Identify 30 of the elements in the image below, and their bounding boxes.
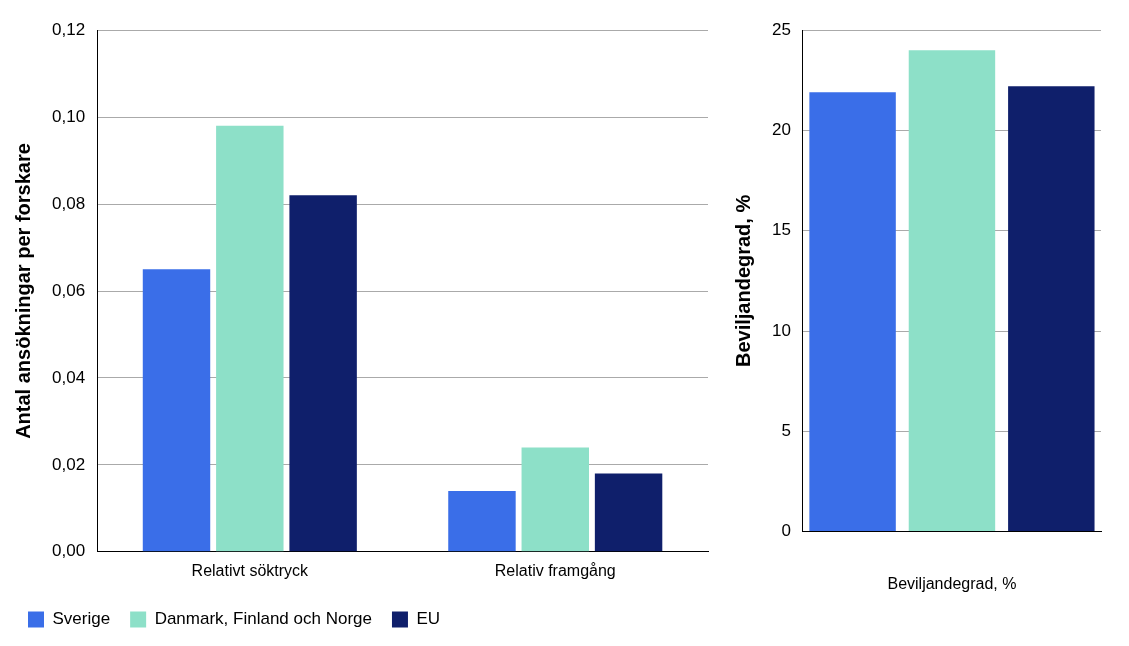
y-tick-label: 0,02 — [51, 454, 86, 474]
y-axis-title: Antal ansökningar per forskare — [11, 143, 34, 439]
y-tick-label: 15 — [771, 220, 791, 240]
y-tick-label: 10 — [771, 320, 791, 340]
legend-label: Danmark, Finland och Norge — [154, 609, 372, 629]
y-tick-label: 20 — [771, 120, 791, 140]
bar — [448, 490, 516, 552]
bar — [216, 125, 284, 552]
x-tick-label: Relativt söktryck — [191, 561, 310, 579]
legend-label: Sverige — [52, 609, 111, 629]
bar — [1008, 86, 1095, 532]
bar — [521, 447, 589, 552]
bar — [594, 473, 663, 552]
y-tick-label: 0,10 — [51, 106, 86, 126]
bar — [809, 92, 896, 532]
x-axis-title: Beviljandegrad, % — [887, 574, 1017, 592]
bar — [142, 269, 211, 552]
y-tick-label: 0,08 — [51, 193, 86, 213]
bar — [908, 50, 996, 532]
y-tick-label: 0,12 — [51, 19, 86, 39]
y-tick-label: 0,06 — [51, 280, 86, 300]
y-tick-label: 25 — [771, 19, 791, 39]
y-tick-label: 0,00 — [51, 541, 86, 561]
y-tick-label: 0,04 — [51, 367, 86, 387]
y-tick-label: 5 — [781, 421, 791, 441]
x-tick-label: Relativ framgång — [494, 561, 616, 579]
y-tick-label: 0 — [781, 521, 791, 541]
legend-label: EU — [416, 609, 441, 629]
y-axis-title: Beviljandegrad, % — [731, 194, 754, 368]
bar — [289, 195, 357, 552]
